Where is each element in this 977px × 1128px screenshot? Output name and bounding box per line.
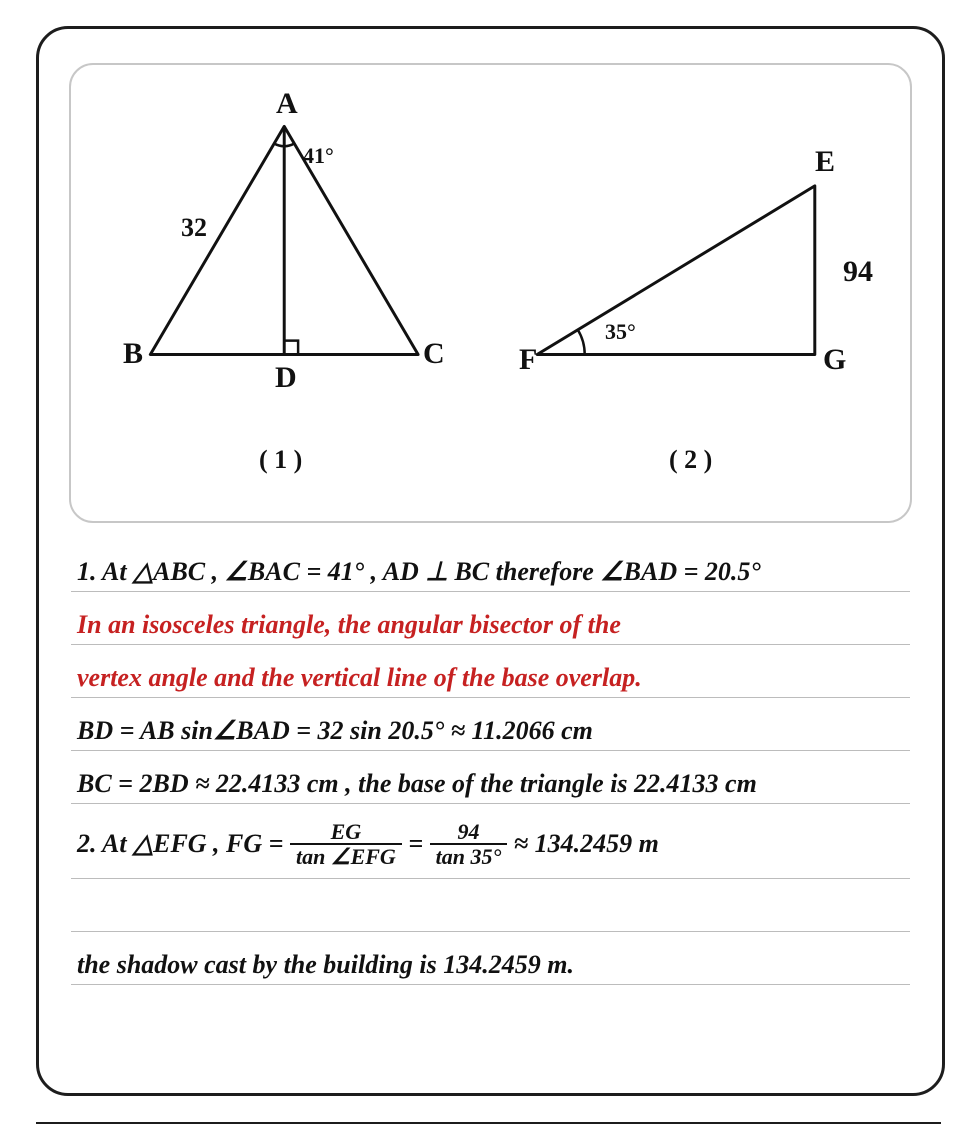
outer-frame: A B C D 41° 32 ( 1 ) E F G 94 35° ( 2 ) … — [36, 26, 945, 1096]
page-bottom-rule — [36, 1122, 941, 1124]
tri1-apex-angle: 41° — [303, 143, 334, 169]
label-b: B — [123, 337, 143, 371]
solution-text: BD = AB sin∠BAD = 32 sin 20.5° ≈ 11.2066… — [77, 716, 593, 746]
label-g: G — [823, 343, 846, 377]
solution-line — [71, 883, 910, 932]
diagrams-svg — [71, 65, 910, 521]
solution-line: BD = AB sin∠BAD = 32 sin 20.5° ≈ 11.2066… — [71, 702, 910, 751]
solution-text: 1. At △ABC , ∠BAC = 41° , AD ⊥ BC theref… — [77, 557, 761, 587]
solution-text: BC = 2BD ≈ 22.4133 cm , the base of the … — [77, 769, 757, 799]
diagram-frame: A B C D 41° 32 ( 1 ) E F G 94 35° ( 2 ) — [69, 63, 912, 523]
label-f: F — [519, 343, 537, 377]
solution-text: the shadow cast by the building is 134.2… — [77, 950, 574, 980]
label-a: A — [276, 87, 298, 121]
solution-block: 1. At △ABC , ∠BAC = 41° , AD ⊥ BC theref… — [69, 543, 912, 985]
page: A B C D 41° 32 ( 1 ) E F G 94 35° ( 2 ) … — [0, 0, 977, 1128]
triangle-efg — [537, 186, 815, 355]
solution-line: BC = 2BD ≈ 22.4133 cm , the base of the … — [71, 755, 910, 804]
solution-line: 1. At △ABC , ∠BAC = 41° , AD ⊥ BC theref… — [71, 543, 910, 592]
solution-line: In an isosceles triangle, the angular bi… — [71, 596, 910, 645]
solution-text: In an isosceles triangle, the angular bi… — [77, 610, 621, 640]
tri2-side-94: 94 — [843, 255, 873, 289]
label-e: E — [815, 145, 835, 179]
fig2-label: ( 2 ) — [669, 445, 712, 475]
label-d: D — [275, 361, 297, 395]
solution-line: the shadow cast by the building is 134.2… — [71, 936, 910, 985]
solution-line: vertex angle and the vertical line of th… — [71, 649, 910, 698]
solution-text: 2. At △EFG , FG = EGtan ∠EFG = 94tan 35°… — [77, 822, 659, 870]
label-c: C — [423, 337, 445, 371]
solution-text: vertex angle and the vertical line of th… — [77, 663, 642, 693]
tri2-angle-35: 35° — [605, 319, 636, 345]
tri1-side-32: 32 — [181, 213, 207, 243]
solution-line: 2. At △EFG , FG = EGtan ∠EFG = 94tan 35°… — [71, 808, 910, 879]
fig1-label: ( 1 ) — [259, 445, 302, 475]
